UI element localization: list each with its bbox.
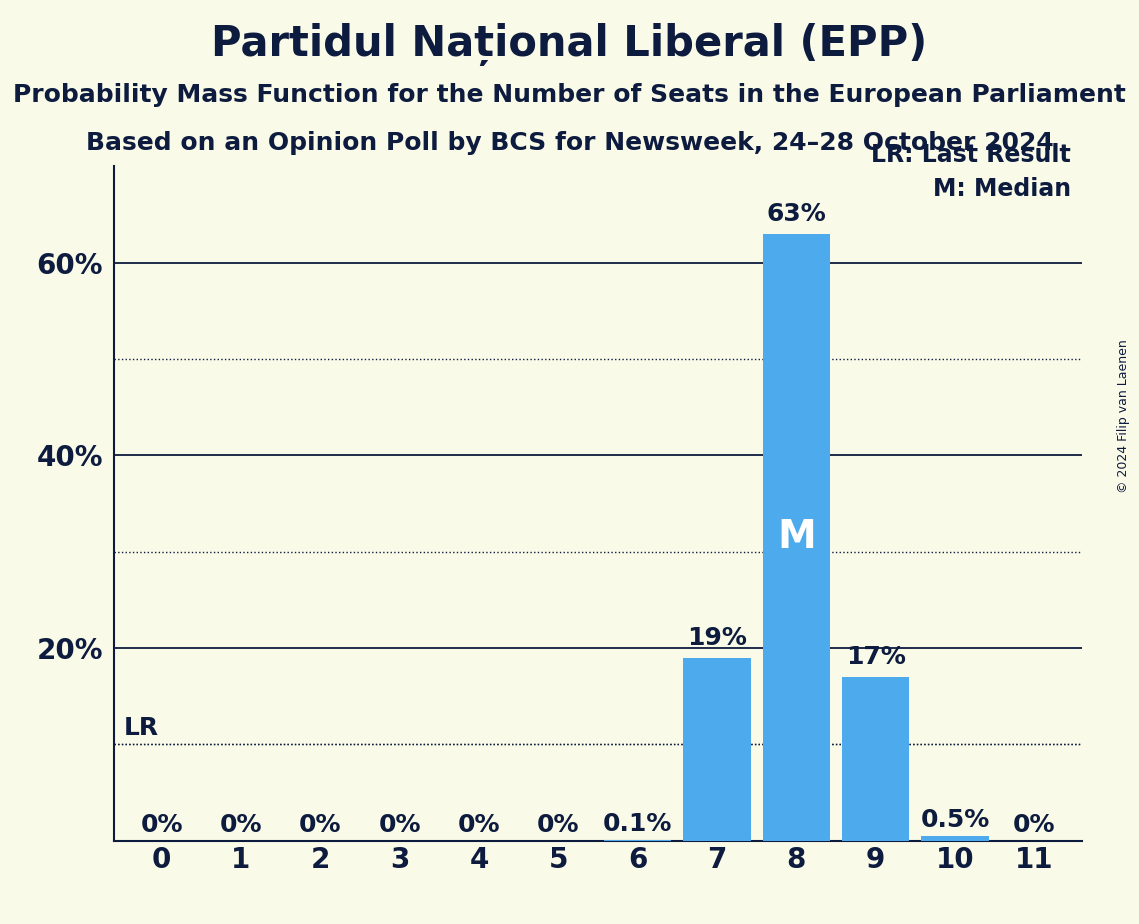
Text: 19%: 19%: [687, 626, 747, 650]
Bar: [604, 840, 671, 841]
Text: 0%: 0%: [378, 813, 420, 837]
Text: Based on an Opinion Poll by BCS for Newsweek, 24–28 October 2024: Based on an Opinion Poll by BCS for News…: [85, 131, 1054, 155]
Text: Partidul Național Liberal (EPP): Partidul Național Liberal (EPP): [212, 23, 927, 67]
Text: 0%: 0%: [220, 813, 262, 837]
Bar: [921, 836, 989, 841]
Text: LR: LR: [123, 716, 158, 739]
Text: M: Median: M: Median: [933, 177, 1071, 201]
Text: 0%: 0%: [538, 813, 580, 837]
Text: 0%: 0%: [458, 813, 500, 837]
Text: LR: Last Result: LR: Last Result: [871, 143, 1071, 167]
Bar: [842, 677, 909, 841]
Text: © 2024 Filip van Laenen: © 2024 Filip van Laenen: [1117, 339, 1130, 492]
Text: M: M: [777, 518, 816, 556]
Text: 0%: 0%: [140, 813, 182, 837]
Text: 0%: 0%: [298, 813, 342, 837]
Bar: [683, 658, 751, 841]
Text: 63%: 63%: [767, 202, 826, 226]
Text: 17%: 17%: [846, 645, 906, 669]
Bar: [763, 234, 830, 841]
Text: Probability Mass Function for the Number of Seats in the European Parliament: Probability Mass Function for the Number…: [13, 83, 1126, 107]
Text: 0%: 0%: [1014, 813, 1056, 837]
Text: 0.5%: 0.5%: [920, 808, 990, 833]
Text: 0.1%: 0.1%: [603, 812, 672, 836]
